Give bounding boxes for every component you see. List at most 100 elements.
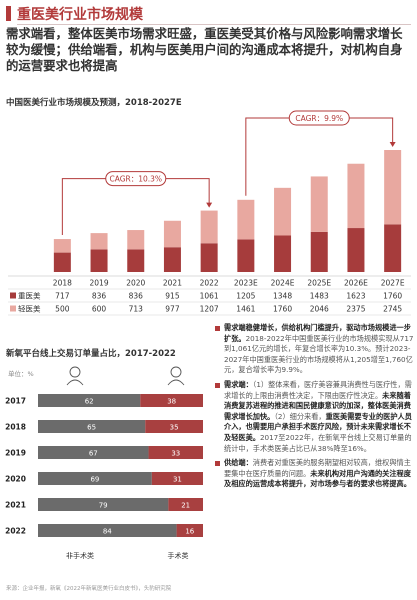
bullet-marker [215, 461, 220, 467]
bar-surgical [176, 524, 203, 537]
value-surgical: 21 [181, 502, 190, 510]
tick-label: 2026E [344, 279, 368, 288]
value-heavy: 1348 [273, 292, 292, 301]
year-label: 2018 [5, 423, 26, 432]
cagr-arrowhead [206, 202, 213, 208]
legend-non-surgical: 非手术类 [66, 551, 94, 560]
bullet-emphasis: 未来机构对用户沟通的关注程度及相应的运营成本将提升，对市场参与者的要求也将提高。 [224, 468, 411, 489]
tick-label: 2018 [53, 279, 72, 288]
bar-light [237, 199, 255, 240]
title-underline [17, 24, 411, 25]
bar-heavy [90, 249, 108, 272]
intro-paragraph: 需求端看，整体医美市场需求旺盛，重医美受其价格与风险影响需求增长较为缓慢；供给端… [6, 26, 403, 73]
bullet-emphasis: 未来随着消费复苏进程的推进和国民健康意识的加深，整体医美消费需求增长加快。 [224, 390, 411, 421]
value-light: 977 [165, 305, 180, 314]
unit-label: 单位：% [8, 369, 34, 378]
bar-heavy [347, 228, 365, 272]
bar-light [90, 233, 108, 250]
bullet-body: 消费者对重医美的服务期望相对较高，维权舆情主要集中在医疗质量的问题。 [224, 458, 411, 478]
bullet-item: 需求端稳健增长，供给机构门槛提升，驱动市场规模进一步扩张。2018-2022年中… [214, 323, 414, 376]
order-share-chart: 单位：% 2017 62 38 2018 65 35 2019 67 33 2020 69 31 2021… [5, 366, 203, 560]
face-icon [170, 366, 182, 378]
bullet-list: 需求端稳健增长，供给机构门槛提升，驱动市场规模进一步扩张。2018-2022年中… [214, 323, 414, 494]
value-light: 500 [55, 305, 70, 314]
bar-non-surgical [38, 472, 152, 485]
value-surgical: 33 [171, 450, 180, 458]
bar-heavy [384, 224, 402, 272]
bar-heavy [274, 235, 292, 272]
value-light: 713 [129, 305, 144, 314]
value-non-surgical: 69 [90, 476, 99, 484]
value-surgical: 16 [185, 528, 194, 536]
value-heavy: 1623 [346, 292, 365, 301]
value-light: 2046 [310, 305, 329, 314]
bullet-head: 需求端： [224, 379, 253, 389]
tick-label: 2020 [126, 279, 145, 288]
source-note: 来源：企业年报，新氧《2022年新氧医美行业白皮书》，头豹研究院 [6, 586, 172, 592]
value-non-surgical: 84 [103, 528, 112, 536]
value-light: 1207 [200, 305, 219, 314]
bullet-body: （2）细分来看， [274, 411, 326, 421]
bar-light [384, 150, 402, 225]
value-heavy: 717 [55, 292, 70, 301]
bar-surgical [140, 394, 203, 407]
cagr-line [61, 178, 106, 236]
year-label: 2021 [5, 501, 26, 510]
title-accent-bar [6, 6, 11, 21]
bar-light [127, 230, 145, 250]
bar-non-surgical [38, 498, 169, 511]
value-heavy: 836 [92, 292, 107, 301]
chart2-title: 新氧平台线上交易订单量占比，2017-2022 [6, 349, 176, 359]
market-size-chart: CAGR：10.3% CAGR：9.9% 2018 717 500 2019 836 600 2… [8, 110, 411, 316]
value-heavy: 1760 [383, 292, 402, 301]
section-title-row: 重医美行业市场规模 [6, 4, 411, 25]
bar-light [53, 239, 71, 253]
cagr-arrowhead [389, 142, 396, 147]
cagr-label: CAGR：9.9% [295, 114, 343, 123]
bar-heavy [237, 239, 255, 272]
bar-non-surgical [38, 420, 146, 433]
value-surgical: 31 [173, 476, 182, 484]
bar-heavy [200, 243, 218, 272]
chart1-title: 中国医美行业市场规模及预测，2018-2027E [6, 98, 182, 108]
value-non-surgical: 67 [89, 450, 98, 458]
cagr-pill [105, 171, 167, 187]
value-surgical: 35 [170, 424, 179, 432]
bullet-body: 2018-2022年中国重医美行业的市场规模实现从717到1,061亿元的增长，… [224, 333, 414, 375]
bar-light [163, 220, 181, 248]
value-light: 2745 [383, 305, 402, 314]
bullet-body: （1）整体来看，医疗美容兼具消费性与医疗性，需求增长的上限由消费性决定，下限由医… [224, 379, 412, 400]
bar-non-surgical [38, 446, 149, 459]
bar-heavy [310, 231, 328, 272]
legend-swatch-heavy [10, 292, 16, 299]
bar-light [200, 210, 218, 244]
bar-surgical [168, 498, 203, 511]
tick-label: 2025E [307, 279, 331, 288]
bullet-head: 需求端稳健增长，供给机构门槛提升，驱动市场规模进一步扩张。 [224, 323, 411, 343]
face-icon [69, 366, 81, 378]
cagr-line [245, 117, 290, 196]
bar-heavy [163, 247, 181, 272]
shoulders-icon [66, 379, 84, 386]
bullet-item: 供给端：消费者对重医美的服务期望相对较高，维权舆情主要集中在医疗质量的问题。未来… [214, 458, 414, 490]
tick-label: 2021 [163, 279, 182, 288]
tick-label: 2027E [381, 279, 405, 288]
bullet-emphasis: 重医美需要专业的医护人员介入，也需要用户承担手术医疗风险，预计未来需求增长不及轻… [224, 411, 412, 442]
cagr-line [349, 117, 394, 144]
year-label: 2020 [5, 475, 26, 484]
bar-non-surgical [38, 524, 177, 537]
tick-label: 2023E [234, 279, 258, 288]
year-label: 2019 [5, 449, 26, 458]
bar-heavy [127, 249, 145, 272]
value-heavy: 1061 [200, 292, 219, 301]
tick-label: 2024E [271, 279, 295, 288]
value-light: 1760 [273, 305, 292, 314]
bar-non-surgical [38, 394, 141, 407]
value-heavy: 1483 [310, 292, 329, 301]
value-light: 1461 [236, 305, 255, 314]
bullet-head: 供给端： [224, 458, 253, 468]
year-label: 2017 [5, 397, 26, 406]
bar-light [347, 163, 365, 229]
legend-surgical: 手术类 [168, 551, 189, 560]
bar-surgical [148, 446, 203, 459]
